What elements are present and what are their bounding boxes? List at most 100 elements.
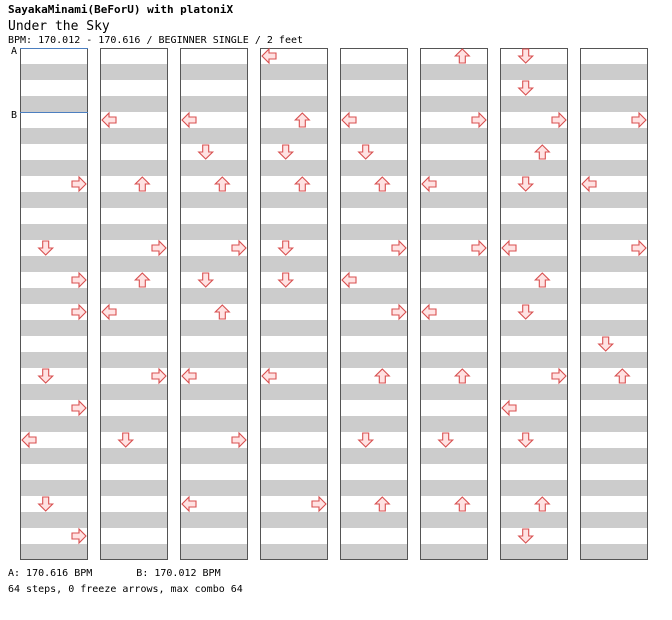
beat-band: [100, 416, 168, 432]
beat-band: [580, 480, 648, 496]
beat-band: [260, 320, 328, 336]
beat-band: [580, 128, 648, 144]
arrow-right-icon: [391, 239, 407, 257]
beat-band: [340, 544, 408, 560]
beat-band: [340, 448, 408, 464]
beat-band: [180, 480, 248, 496]
arrow-right-icon: [71, 175, 87, 193]
beat-band: [20, 288, 88, 304]
beat-band: [420, 544, 488, 560]
beat-band: [20, 416, 88, 432]
beat-band: [20, 64, 88, 80]
chart-column: [260, 47, 328, 560]
arrow-up-icon: [133, 176, 151, 192]
beat-band: [340, 416, 408, 432]
beat-band: [260, 256, 328, 272]
arrow-up-icon: [213, 176, 231, 192]
beat-band: [20, 96, 88, 112]
arrow-right-icon: [231, 431, 247, 449]
beat-band: [500, 96, 568, 112]
beat-band: [340, 192, 408, 208]
beat-band: [260, 192, 328, 208]
beat-band: [580, 96, 648, 112]
arrow-up-icon: [293, 112, 311, 128]
beat-band: [180, 544, 248, 560]
bpm-marker-a: A: [11, 46, 18, 57]
beat-band: [420, 224, 488, 240]
column-border: [500, 48, 568, 560]
beat-band: [340, 352, 408, 368]
beat-band: [580, 288, 648, 304]
beat-band: [500, 128, 568, 144]
beat-band: [580, 320, 648, 336]
arrow-down-icon: [117, 432, 135, 448]
beat-band: [580, 224, 648, 240]
beat-band: [180, 96, 248, 112]
beat-band: [340, 480, 408, 496]
arrow-down-icon: [517, 48, 535, 64]
beat-band: [420, 448, 488, 464]
arrow-right-icon: [471, 111, 487, 129]
beat-band: [100, 480, 168, 496]
beat-band: [260, 288, 328, 304]
arrow-right-icon: [71, 303, 87, 321]
arrow-down-icon: [37, 368, 55, 384]
arrow-up-icon: [293, 176, 311, 192]
chart-info: BPM: 170.012 - 170.616 / BEGINNER SINGLE…: [8, 35, 304, 46]
beat-band: [500, 160, 568, 176]
arrow-left-icon: [501, 399, 517, 417]
step-stats: 64 steps, 0 freeze arrows, max combo 64: [8, 584, 243, 595]
beat-band: [500, 288, 568, 304]
beat-band: [260, 416, 328, 432]
beat-band: [260, 96, 328, 112]
arrow-left-icon: [501, 239, 517, 257]
arrow-up-icon: [453, 48, 471, 64]
beat-band: [20, 224, 88, 240]
arrow-down-icon: [197, 144, 215, 160]
beat-band: [20, 384, 88, 400]
beat-band: [580, 448, 648, 464]
column-border: [340, 48, 408, 560]
beat-band: [260, 448, 328, 464]
arrow-left-icon: [421, 303, 437, 321]
beat-band: [180, 160, 248, 176]
beat-band: [20, 256, 88, 272]
beat-band: [260, 352, 328, 368]
chart-column: [340, 48, 408, 560]
beat-band: [500, 416, 568, 432]
beat-band: [340, 512, 408, 528]
bpm-marker-b: B: [11, 110, 18, 121]
beat-band: [340, 96, 408, 112]
beat-band: [260, 64, 328, 80]
beat-band: [500, 256, 568, 272]
arrow-down-icon: [517, 528, 535, 544]
beat-band: [500, 320, 568, 336]
arrow-left-icon: [341, 271, 357, 289]
beat-band: [420, 320, 488, 336]
bpm-change-marker-a-line: [20, 48, 88, 49]
beat-band: [420, 480, 488, 496]
beat-band: [20, 544, 88, 560]
beat-band: [100, 320, 168, 336]
beat-band: [260, 224, 328, 240]
arrow-down-icon: [357, 144, 375, 160]
arrow-right-icon: [471, 239, 487, 257]
beat-band: [580, 192, 648, 208]
beat-band: [340, 160, 408, 176]
beat-band: [180, 64, 248, 80]
beat-band: [420, 128, 488, 144]
beat-band: [340, 128, 408, 144]
artist-title: SayakaMinami(BeForU) with platoniX: [8, 3, 234, 16]
beat-band: [180, 352, 248, 368]
beat-band: [100, 384, 168, 400]
beat-band: [180, 416, 248, 432]
arrow-left-icon: [181, 111, 197, 129]
beat-band: [260, 544, 328, 560]
arrow-down-icon: [437, 432, 455, 448]
beat-band: [260, 128, 328, 144]
bpm-legend-a: A: 170.616 BPM: [8, 568, 93, 579]
beat-band: [180, 288, 248, 304]
arrow-up-icon: [133, 272, 151, 288]
beat-band: [500, 544, 568, 560]
beat-band: [340, 224, 408, 240]
